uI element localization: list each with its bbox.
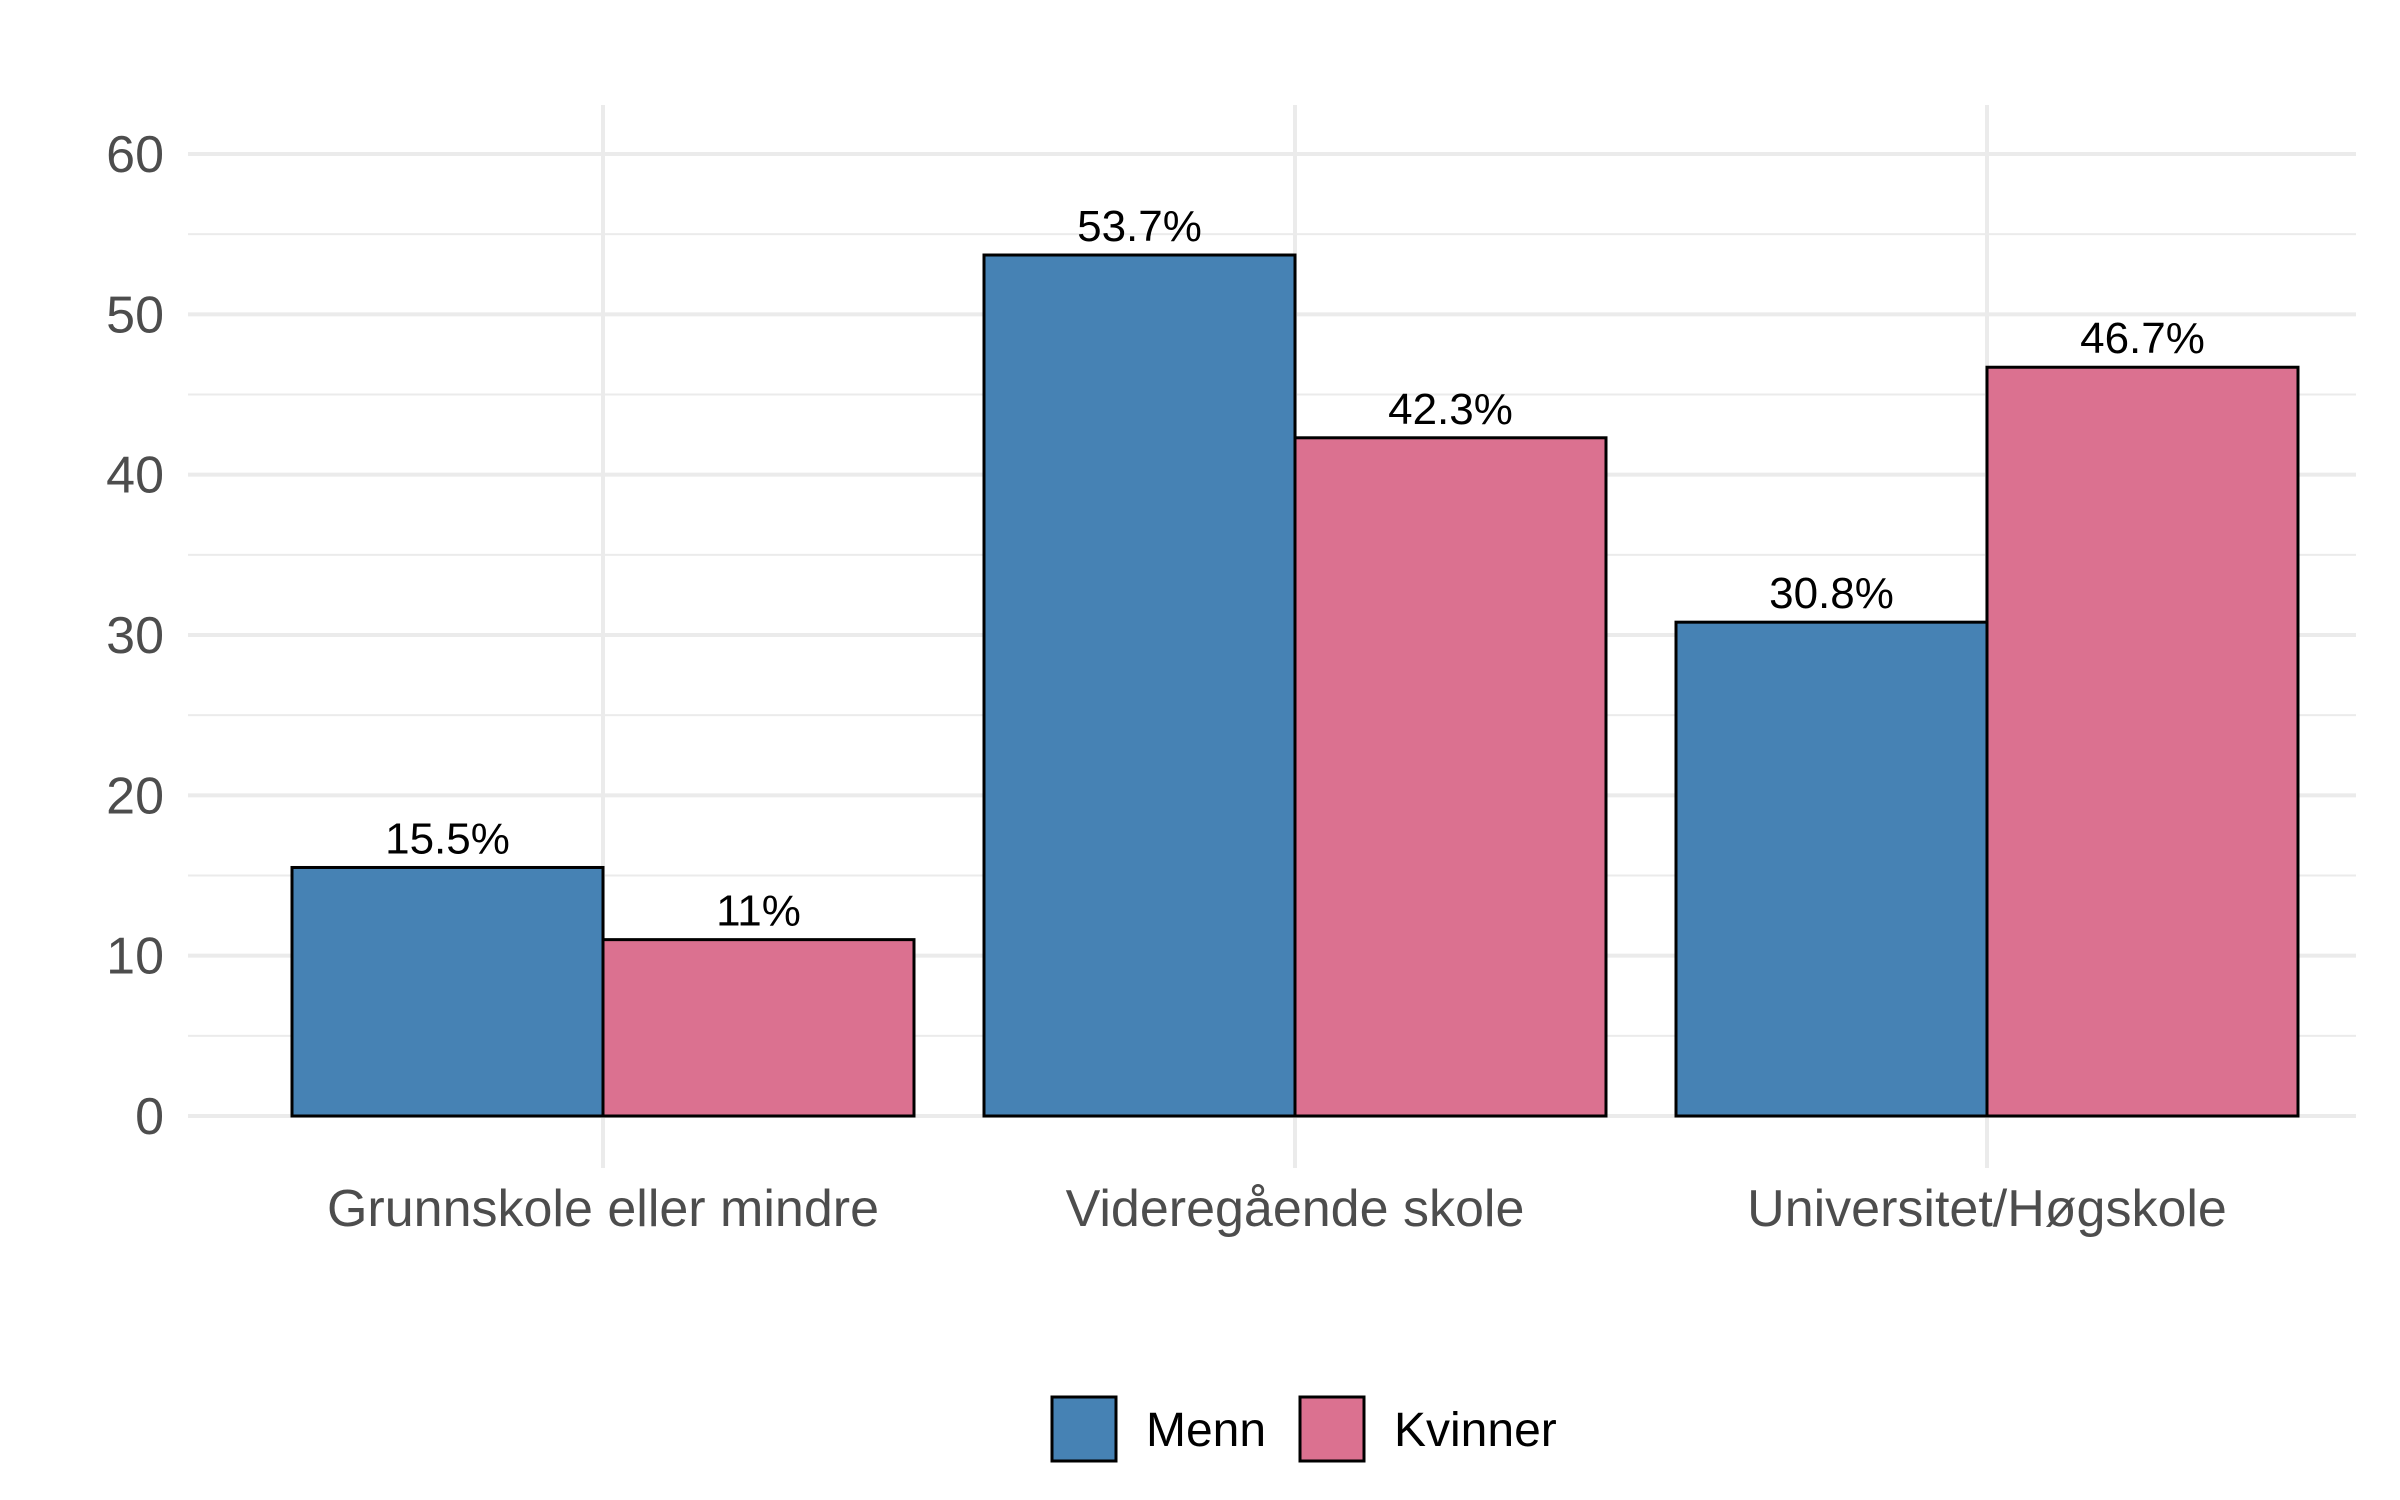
bar-value-label: 30.8% [1769,569,1894,618]
legend-item-menn: Menn [1050,1395,1266,1463]
y-axis-ticks: 0 10 20 30 40 50 60 [106,126,164,1146]
bar-value-labels: 15.5% 11% 53.7% 42.3% 30.8% 46.7% [385,202,2205,936]
bar-value-label: 11% [716,887,801,936]
y-tick-label: 50 [106,286,164,344]
legend-swatch [1050,1395,1118,1463]
x-tick-label: Grunnskole eller mindre [327,1180,879,1238]
bar-menn [982,253,1297,1118]
legend: Menn Kvinner [1050,1395,1557,1463]
bar-value-label: 42.3% [1388,385,1513,434]
bar-kvinner [1985,365,2300,1118]
y-tick-label: 30 [106,607,164,665]
x-tick-label: Videregående skole [1066,1180,1525,1238]
legend-item-kvinner: Kvinner [1298,1395,1557,1463]
y-tick-label: 0 [135,1088,164,1146]
bar-value-label: 15.5% [385,814,510,863]
y-tick-label: 10 [106,928,164,986]
y-tick-label: 40 [106,447,164,505]
x-tick-label: Universitet/Høgskole [1747,1180,2227,1238]
bar-kvinner [1293,436,1608,1118]
x-axis-ticks: Grunnskole eller mindre Videregående skol… [327,1180,2227,1238]
y-tick-label: 60 [106,126,164,184]
bar-menn [1674,620,1989,1118]
legend-label: Kvinner [1394,1404,1557,1457]
bars [290,253,2300,1118]
bar-value-label: 46.7% [2080,314,2205,363]
bar-value-label: 53.7% [1077,202,1202,251]
bar-kvinner [601,938,916,1118]
legend-swatch [1298,1395,1366,1463]
bar-menn [290,865,605,1118]
y-tick-label: 20 [106,767,164,825]
legend-label: Menn [1146,1404,1266,1457]
